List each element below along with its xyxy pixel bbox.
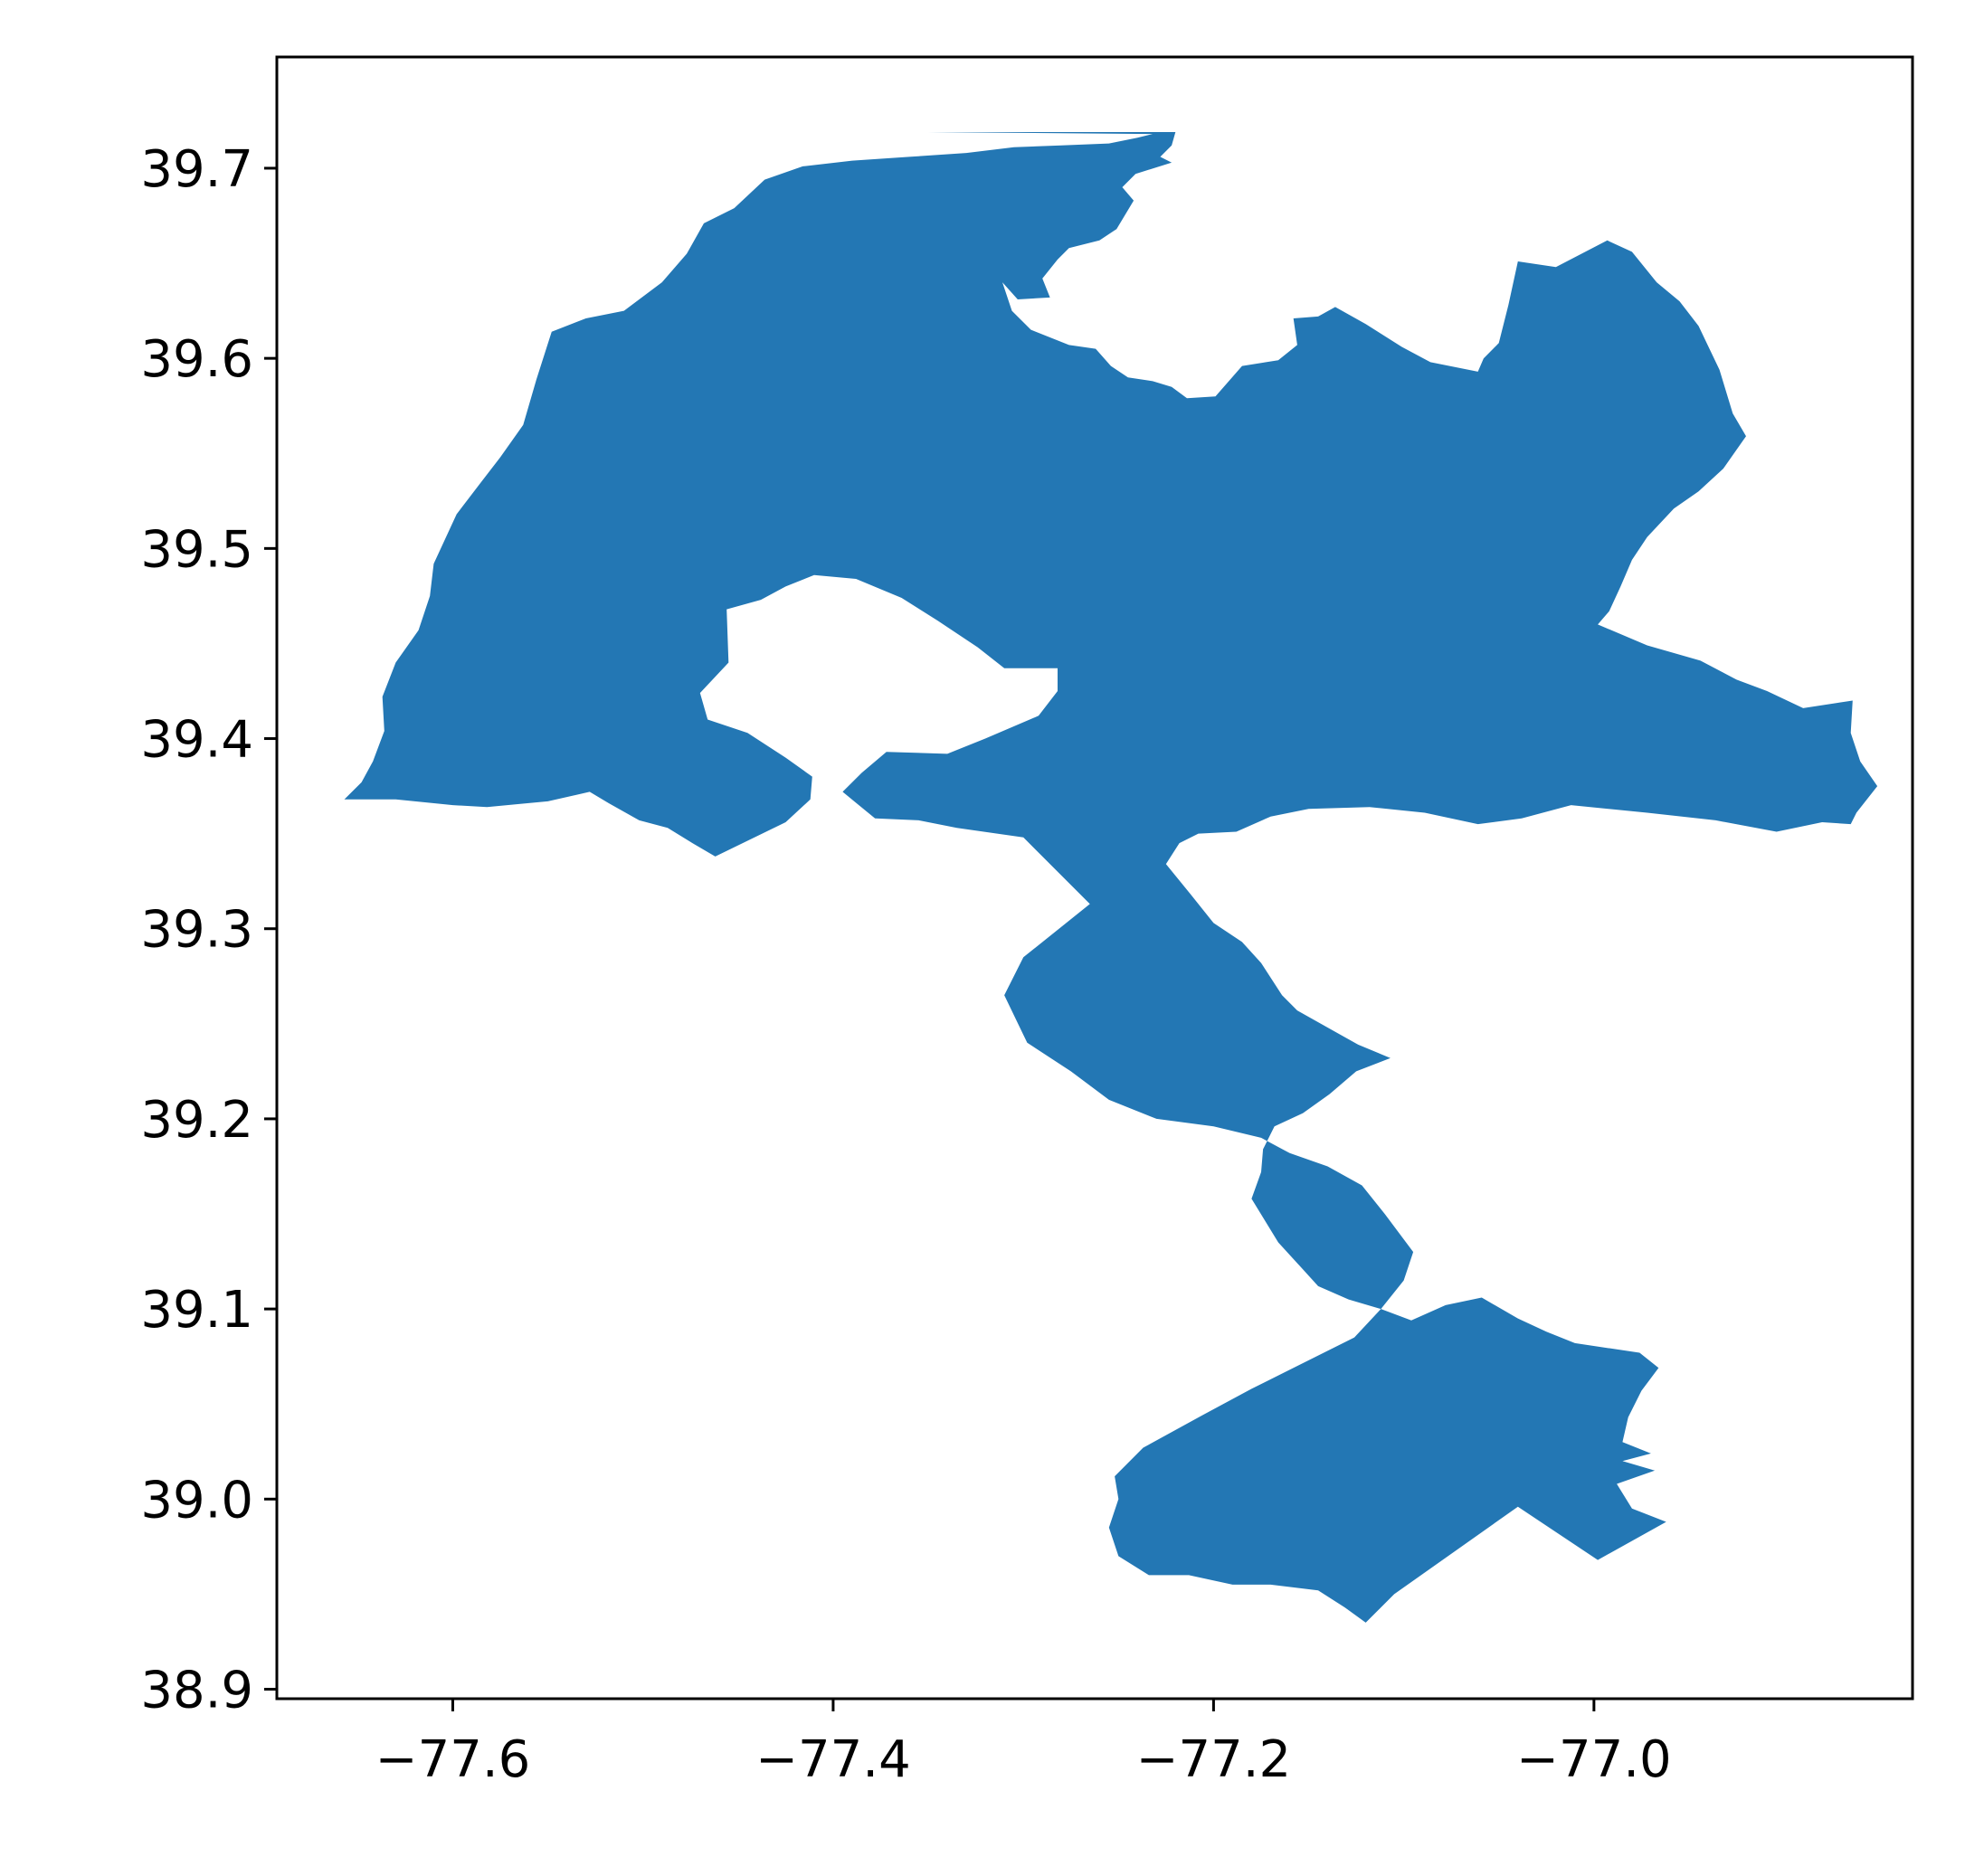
x-tick-label: −77.6 [375, 1730, 531, 1789]
y-tick-label: 39.0 [140, 1471, 253, 1530]
y-tick-label: 39.4 [140, 711, 253, 770]
y-tick-label: 39.5 [140, 520, 253, 579]
y-tick-label: 39.2 [140, 1091, 253, 1150]
y-tick-label: 39.3 [140, 901, 253, 960]
x-tick-label: −77.2 [1136, 1730, 1292, 1789]
y-tick-label: 38.9 [140, 1661, 253, 1720]
x-tick-label: −77.0 [1516, 1730, 1672, 1789]
x-tick-label: −77.4 [755, 1730, 911, 1789]
y-tick-label: 39.1 [140, 1281, 253, 1340]
y-tick-label: 39.7 [140, 140, 253, 199]
y-tick-label: 39.6 [140, 330, 253, 389]
